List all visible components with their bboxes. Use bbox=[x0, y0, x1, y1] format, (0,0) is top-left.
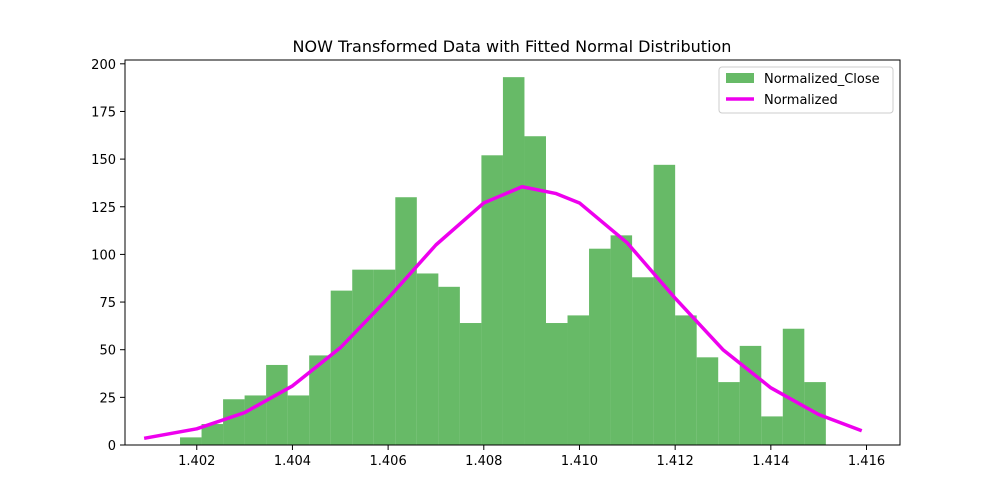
legend-box bbox=[718, 66, 894, 114]
histogram-bar bbox=[201, 424, 224, 445]
normal-curve-line bbox=[143, 184, 863, 441]
histogram-bar bbox=[330, 290, 353, 445]
y-tick-label: 100 bbox=[91, 248, 116, 263]
histogram-bar bbox=[524, 136, 546, 446]
legend-label-bars: Normalized_Close bbox=[764, 72, 880, 87]
histogram-bars bbox=[180, 77, 826, 446]
histogram-bar bbox=[481, 155, 503, 445]
x-tick-label: 1.416 bbox=[848, 454, 885, 469]
y-tick-label: 150 bbox=[91, 153, 116, 168]
axes: 1.402 1.404 1.406 1.408 1.410 1.412 1.414 1.416… bbox=[91, 58, 901, 469]
histogram-bar bbox=[180, 437, 202, 445]
x-tick-label: 1.404 bbox=[274, 454, 311, 469]
histogram-bar bbox=[223, 399, 245, 445]
histogram-bar bbox=[395, 197, 417, 445]
histogram-bar bbox=[567, 315, 590, 445]
legend-swatch-bars bbox=[726, 73, 754, 83]
histogram-bar bbox=[309, 355, 331, 445]
y-tick-label: 0 bbox=[108, 439, 116, 454]
histogram-bar bbox=[761, 416, 783, 445]
histogram-bar bbox=[266, 364, 288, 445]
histogram-bar bbox=[502, 77, 525, 445]
y-tick-label: 75 bbox=[99, 296, 116, 311]
histogram-bar bbox=[459, 323, 482, 445]
histogram-bar bbox=[352, 269, 374, 445]
histogram-bar bbox=[675, 315, 697, 445]
x-tick-label: 1.408 bbox=[465, 454, 502, 469]
y-tick-label: 200 bbox=[91, 58, 116, 73]
plot-frame bbox=[124, 59, 901, 446]
histogram-bar bbox=[438, 286, 460, 445]
histogram-bar bbox=[373, 269, 396, 445]
histogram-bar bbox=[739, 345, 762, 445]
histogram-bar bbox=[589, 248, 611, 445]
y-tick-label: 175 bbox=[91, 105, 116, 120]
x-tick-label: 1.402 bbox=[178, 454, 215, 469]
x-tick-label: 1.412 bbox=[657, 454, 694, 469]
histogram-bar bbox=[610, 235, 633, 445]
y-tick-label: 125 bbox=[91, 201, 116, 216]
histogram-bar bbox=[632, 277, 654, 445]
histogram-bar bbox=[287, 395, 310, 445]
histogram-bar bbox=[545, 323, 568, 445]
x-tick-label: 1.406 bbox=[370, 454, 407, 469]
legend: Normalized_Close Normalized bbox=[718, 66, 894, 114]
histogram-bar bbox=[653, 164, 676, 446]
fitted-curve bbox=[143, 184, 863, 441]
x-tick-label: 1.414 bbox=[752, 454, 789, 469]
histogram-bar bbox=[696, 357, 719, 445]
histogram-bar bbox=[718, 382, 740, 445]
legend-label-curve: Normalized bbox=[764, 93, 838, 108]
y-tick-label: 25 bbox=[99, 391, 116, 406]
histogram-bar bbox=[782, 328, 805, 445]
x-tick-label: 1.410 bbox=[561, 454, 598, 469]
y-tick-label: 50 bbox=[99, 344, 116, 359]
chart-title: NOW Transformed Data with Fitted Normal … bbox=[293, 37, 732, 56]
histogram-bar bbox=[416, 273, 439, 445]
